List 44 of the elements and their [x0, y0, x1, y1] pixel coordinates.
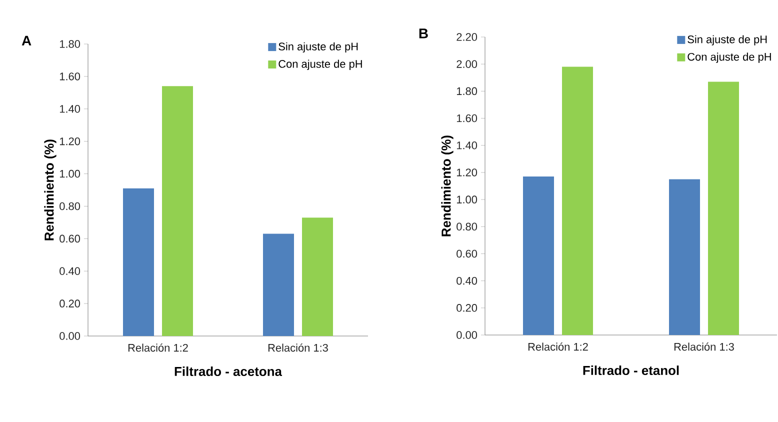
- y-tick-label: 0.60: [60, 234, 80, 243]
- bar: [708, 82, 740, 335]
- y-tick-label: 0.40: [456, 276, 478, 285]
- x-axis-title: Filtrado - acetona: [174, 366, 282, 376]
- y-tick-label: 0.60: [456, 250, 478, 258]
- y-tick-label: 0.80: [456, 222, 478, 231]
- y-tick-label: 1.80: [60, 40, 80, 48]
- y-axis-title: Rendimiento (%): [44, 140, 56, 240]
- y-tick-label: 0.80: [60, 202, 80, 210]
- y-tick-label: 1.20: [456, 168, 478, 176]
- y-tick-label: 0.00: [456, 331, 478, 339]
- y-tick-label: 1.60: [456, 114, 478, 122]
- y-tick-label: 2.00: [456, 60, 478, 68]
- y-tick-label: 0.20: [456, 304, 478, 312]
- y-tick-label: 1.80: [456, 87, 478, 96]
- bar: [562, 66, 594, 335]
- bar: [123, 188, 154, 336]
- y-axis-title: Rendimiento (%): [441, 136, 454, 236]
- bar: [263, 234, 294, 336]
- text: B: [419, 28, 428, 38]
- y-tick-label: 1.00: [60, 170, 80, 178]
- y-tick-label: 0.40: [60, 267, 80, 275]
- x-tick-label: Relación 1:2: [128, 344, 188, 352]
- text: A: [22, 36, 32, 46]
- y-tick-label: 1.00: [456, 196, 478, 204]
- legend-label: Con ajuste de pH: [688, 52, 771, 63]
- x-tick-label: Relación 1:3: [674, 342, 734, 351]
- y-tick-label: 2.20: [456, 33, 478, 41]
- x-tick-label: Relación 1:3: [268, 344, 328, 352]
- bar: [162, 86, 193, 336]
- legend-label: Sin ajuste de pH: [688, 35, 767, 46]
- y-tick-label: 0.00: [60, 332, 80, 340]
- legend-label: Con ajuste de pH: [278, 60, 362, 70]
- bar: [302, 218, 334, 336]
- bar: [669, 179, 700, 335]
- y-tick-label: 0.20: [60, 300, 80, 308]
- y-tick-label: 1.40: [456, 141, 478, 150]
- bar: [523, 176, 554, 335]
- x-tick-label: Relación 1:2: [528, 342, 588, 351]
- legend-label: Sin ajuste de pH: [278, 42, 358, 53]
- y-tick-label: 1.40: [60, 105, 80, 113]
- y-tick-label: 1.20: [60, 137, 80, 146]
- x-axis-title: Filtrado - etanol: [583, 366, 679, 376]
- y-tick-label: 1.60: [60, 72, 80, 80]
